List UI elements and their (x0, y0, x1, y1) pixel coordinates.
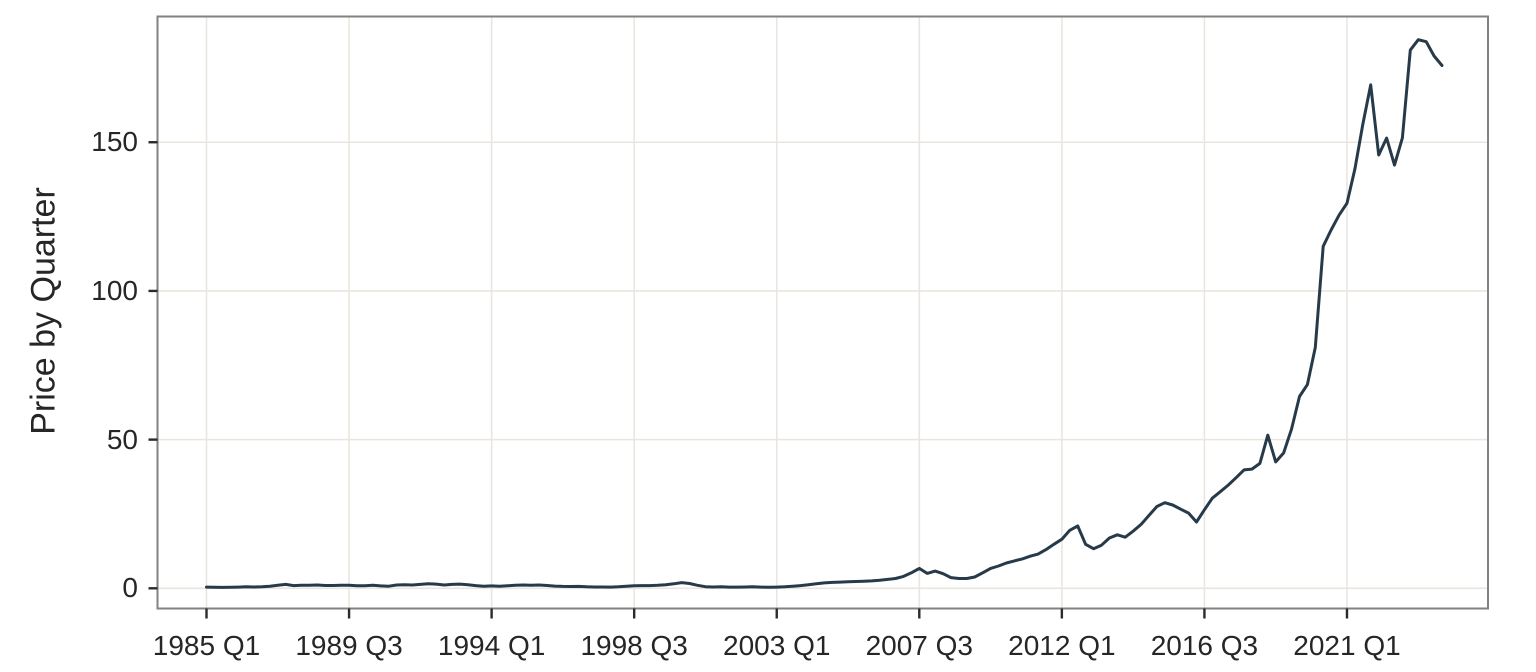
y-tick-label: 150 (91, 126, 138, 158)
x-tick-label: 2021 Q1 (1293, 630, 1401, 661)
panel-background (157, 16, 1488, 609)
y-tick-label: 100 (91, 274, 138, 306)
price-line-series (205, 38, 1444, 589)
x-tick-label: 2012 Q1 (1008, 630, 1116, 661)
x-tick-label: 1989 Q3 (295, 630, 403, 661)
x-tick-label: 2016 Q3 (1150, 630, 1259, 661)
x-tick-label: 1998 Q3 (580, 630, 688, 661)
x-tick-label: 1994 Q1 (437, 630, 546, 661)
y-tick-label: 50 (106, 423, 138, 455)
y-tick-label: 0 (122, 572, 138, 604)
x-tick-label: 2003 Q1 (723, 630, 831, 661)
x-tick-label: 2007 Q3 (865, 630, 973, 661)
x-tick-label: 1985 Q1 (152, 630, 261, 661)
panel-border (156, 15, 1489, 610)
